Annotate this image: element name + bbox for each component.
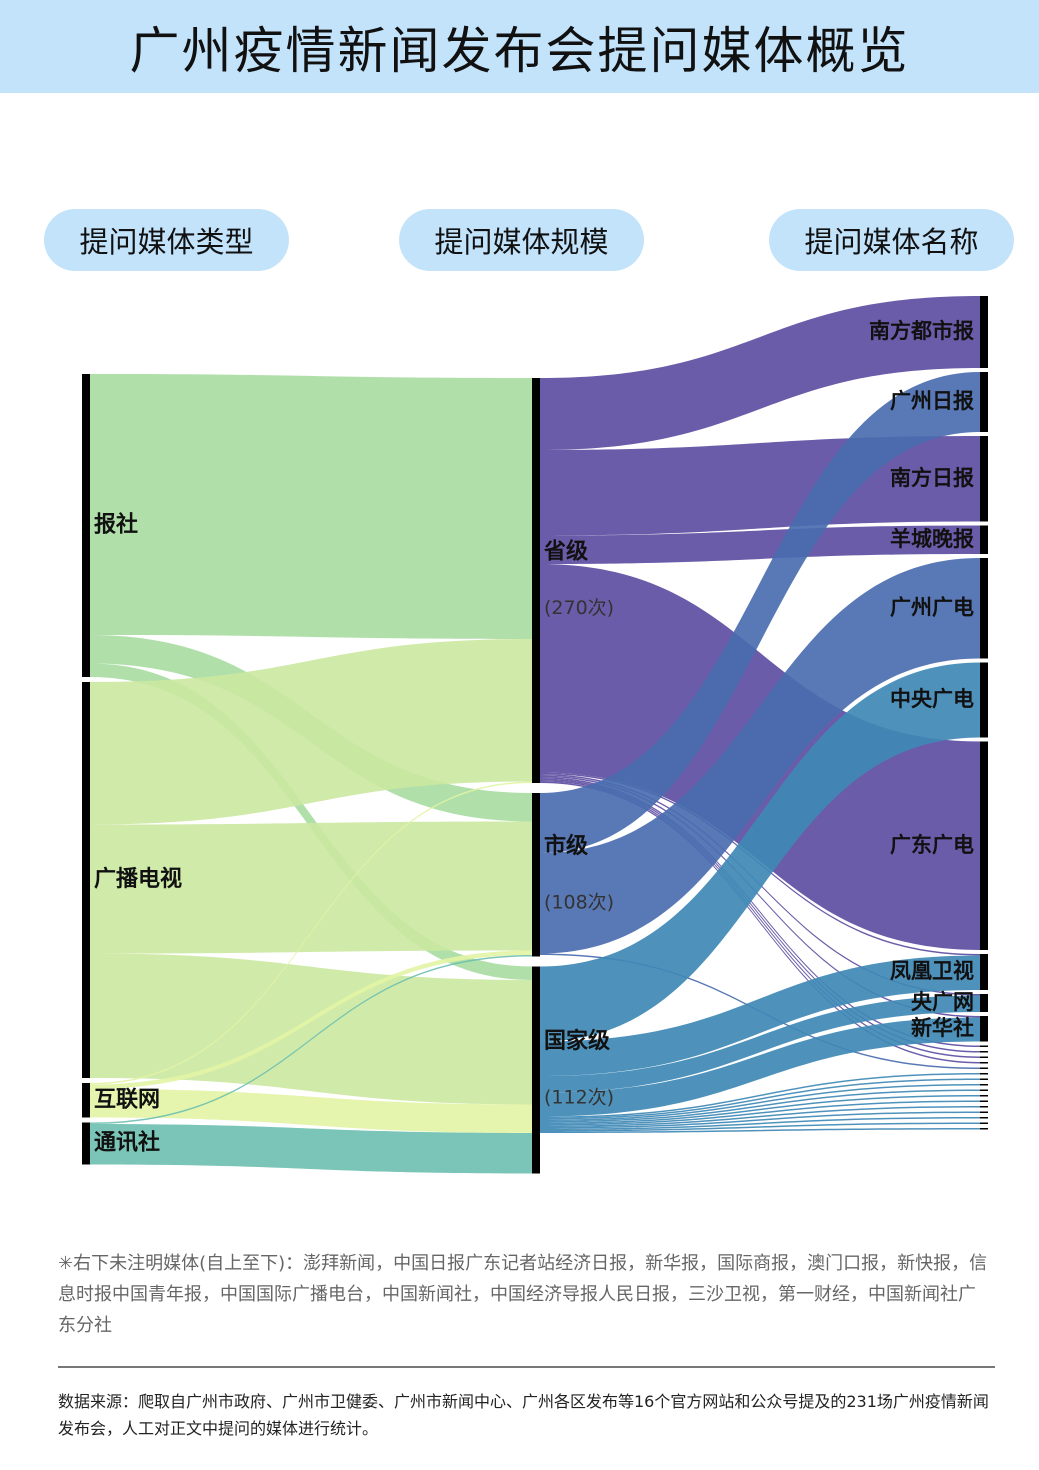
flow-国家级-18	[540, 1089, 980, 1123]
header-media-type: 提问媒体类型	[44, 209, 289, 271]
name-node-2	[980, 436, 988, 522]
name-label: 广州广电	[890, 595, 974, 619]
flow-国家级-8	[540, 995, 980, 1093]
name-label: 凤凰卫视	[890, 959, 974, 983]
flow-省级-11	[540, 778, 980, 1053]
footnote: ✳右下未注明媒体(自上至下)：澎拜新闻，中国日报广东记者站经济日报，新华报，国际…	[58, 1253, 988, 1336]
flow-广播电视-国家级	[90, 953, 532, 1105]
name-label: 羊城晚报	[890, 527, 974, 551]
name-node-16	[980, 1078, 988, 1080]
flow-国家级-15	[540, 1073, 980, 1118]
name-node-11	[980, 1051, 988, 1053]
name-label: 广东广电	[890, 833, 974, 857]
type-label: 通讯社	[94, 1130, 160, 1156]
scale-node-0	[532, 378, 540, 783]
name-node-19	[980, 1095, 988, 1097]
flow-国家级-16	[540, 1078, 980, 1120]
flow-互联网-国家级	[90, 1089, 532, 1133]
flow-国家级-23	[540, 1117, 980, 1130]
name-node-14	[980, 1067, 988, 1069]
flow-国家级-25	[540, 1128, 980, 1133]
name-node-10	[980, 1045, 988, 1047]
type-node-0	[82, 374, 90, 677]
name-node-12	[980, 1056, 988, 1058]
type-node-3	[82, 1122, 90, 1165]
name-label: 央广网	[911, 990, 974, 1014]
name-node-3	[980, 525, 988, 554]
header-media-scale: 提问媒体规模	[399, 209, 644, 271]
scale-count-label: (112次)	[544, 1087, 614, 1109]
type-node-2	[82, 1083, 90, 1118]
sankey-nodes	[82, 296, 988, 1174]
flow-省级-3	[540, 525, 980, 564]
flow-通讯社-市级	[90, 955, 532, 1124]
flow-国家级-22	[540, 1111, 980, 1129]
name-node-18	[980, 1089, 988, 1091]
flow-省级-0	[540, 296, 980, 450]
scale-node-2	[532, 966, 540, 1174]
flow-国家级-19	[540, 1095, 980, 1124]
name-label: 南方日报	[890, 466, 974, 490]
flow-省级-10	[540, 777, 980, 1047]
name-node-24	[980, 1122, 988, 1124]
flow-省级-13	[540, 781, 980, 1064]
scale-label: 国家级	[544, 1028, 610, 1054]
scale-node-1	[532, 793, 540, 957]
page-title: 广州疫情新闻发布会提问媒体概览	[129, 21, 910, 80]
name-node-17	[980, 1084, 988, 1086]
name-node-6	[980, 741, 988, 950]
name-node-23	[980, 1117, 988, 1119]
flow-国家级-7	[540, 955, 980, 1076]
name-node-20	[980, 1100, 988, 1102]
name-node-9	[980, 1016, 988, 1042]
name-node-13	[980, 1062, 988, 1064]
name-node-7	[980, 954, 988, 990]
flow-省级-12	[540, 780, 980, 1058]
flow-国家级-17	[540, 1084, 980, 1121]
sankey-links	[90, 296, 980, 1174]
name-node-21	[980, 1106, 988, 1108]
name-label: 中央广电	[890, 687, 974, 711]
name-node-25	[980, 1128, 988, 1130]
name-node-4	[980, 558, 988, 659]
flow-国家级-5	[540, 662, 980, 1042]
divider	[58, 1366, 995, 1368]
flow-国家级-20	[540, 1100, 980, 1126]
name-node-0	[980, 296, 988, 368]
header-media-name: 提问媒体名称	[769, 209, 1014, 271]
type-node-1	[82, 682, 90, 1078]
name-node-1	[980, 372, 988, 432]
scale-count-label: (270次)	[544, 597, 614, 619]
flow-市级-1	[540, 372, 980, 853]
name-label: 新华社	[911, 1016, 974, 1040]
flow-报社-省级	[90, 374, 532, 639]
type-label: 互联网	[94, 1087, 160, 1112]
data-source-note: 数据来源：爬取自广州市政府、广州市卫健委、广州市新闻中心、广州各区发布等16个官…	[58, 1392, 989, 1438]
flow-互联网-市级	[90, 950, 532, 1089]
flow-市级-4	[540, 558, 980, 954]
scale-label: 省级	[543, 539, 588, 565]
name-label: 南方都市报	[869, 319, 974, 343]
flow-国家级-9	[540, 1017, 980, 1117]
flow-通讯社-国家级	[90, 1124, 532, 1174]
flow-省级-9	[540, 775, 980, 1018]
flow-广播电视-市级	[90, 821, 532, 954]
type-label: 报社	[94, 512, 138, 538]
name-node-8	[980, 994, 988, 1012]
flow-广播电视-省级	[90, 639, 532, 825]
flow-互联网-省级	[90, 781, 532, 1085]
flow-国家级-24	[540, 1122, 980, 1132]
name-node-22	[980, 1111, 988, 1113]
scale-count-label: (108次)	[544, 891, 614, 913]
name-node-5	[980, 662, 988, 738]
title-bar: 广州疫情新闻发布会提问媒体概览	[0, 0, 1039, 93]
flow-国家级-21	[540, 1106, 980, 1127]
name-label: 广州日报	[890, 389, 974, 413]
scale-label: 市级	[544, 833, 588, 859]
name-node-15	[980, 1073, 988, 1075]
type-label: 广播电视	[94, 866, 182, 892]
flow-报社-国家级	[90, 663, 532, 980]
